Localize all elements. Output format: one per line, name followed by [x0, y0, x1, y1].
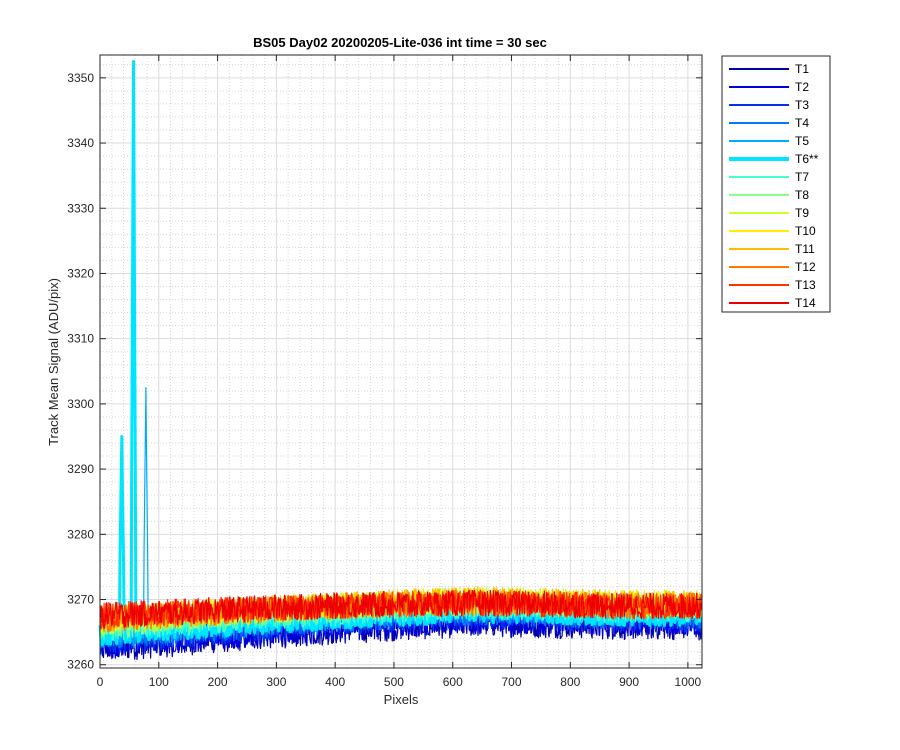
- y-tick-label: 3350: [67, 71, 94, 85]
- y-tick-label: 3260: [67, 658, 94, 672]
- major-grid: [99, 55, 702, 668]
- legend-label: T6**: [795, 152, 819, 166]
- y-tick-label: 3270: [67, 593, 94, 607]
- legend-label: T7: [795, 170, 809, 184]
- legend-label: T12: [795, 260, 816, 274]
- legend-label: T5: [795, 134, 809, 148]
- legend-entry-T14: T14: [729, 296, 816, 310]
- x-tick-label: 800: [560, 675, 580, 689]
- legend-label: T9: [795, 206, 809, 220]
- legend-entry-T2: T2: [729, 80, 809, 94]
- plot-frame: [99, 54, 703, 669]
- legend-box: [721, 55, 831, 313]
- y-tick-label: 3340: [67, 136, 94, 150]
- legend-entry-T9: T9: [729, 206, 809, 220]
- y-tick-label: 3330: [67, 201, 94, 215]
- legend-entry-T8: T8: [729, 188, 809, 202]
- x-tick-label: 900: [619, 675, 639, 689]
- legend-entry-T13: T13: [729, 278, 816, 292]
- x-tick-label: 200: [208, 675, 228, 689]
- x-tick-label: 300: [266, 675, 286, 689]
- legend-entry-T6: T6**: [729, 152, 819, 166]
- legend-label: T1: [795, 62, 809, 76]
- legend-label: T14: [795, 296, 816, 310]
- axis-ticks: 0 100 200 300 400 500 600 700 800 900 1000 3260 3270…: [67, 55, 702, 689]
- legend: T1 T2 T3 T4 T5 T6** T7 T8 T9 T10 T11 T12 T13 T14: [721, 55, 831, 313]
- legend-entry-T11: T11: [729, 242, 815, 256]
- legend-entry-T10: T10: [729, 224, 816, 238]
- y-axis-label: Track Mean Signal (ADU/pix): [46, 278, 61, 446]
- legend-label: T3: [795, 98, 809, 112]
- legend-entry-T7: T7: [729, 170, 809, 184]
- y-tick-label: 3280: [67, 527, 94, 541]
- legend-label: T13: [795, 278, 816, 292]
- legend-label: T10: [795, 224, 816, 238]
- plot-area: [100, 55, 702, 668]
- legend-entry-T12: T12: [729, 260, 816, 274]
- legend-entry-T3: T3: [729, 98, 809, 112]
- x-tick-label: 600: [443, 675, 463, 689]
- x-tick-label: 100: [149, 675, 169, 689]
- legend-entry-T4: T4: [729, 116, 809, 130]
- x-tick-label: 500: [384, 675, 404, 689]
- series-line-T14: [99, 589, 702, 629]
- y-tick-label: 3320: [67, 266, 94, 280]
- legend-label: T2: [795, 80, 809, 94]
- chart-title: BS05 Day02 20200205-Lite-036 int time = …: [253, 35, 547, 50]
- x-tick-label: 400: [325, 675, 345, 689]
- legend-label: T4: [795, 116, 809, 130]
- series-lines: [98, 60, 703, 661]
- minor-grid: [100, 55, 702, 668]
- x-tick-label: 1000: [675, 675, 702, 689]
- x-tick-label: 0: [97, 675, 104, 689]
- x-tick-label: 700: [502, 675, 522, 689]
- x-axis-label: Pixels: [384, 692, 419, 707]
- legend-label: T8: [795, 188, 809, 202]
- y-tick-label: 3310: [67, 332, 94, 346]
- legend-entry-T1: T1: [729, 62, 809, 76]
- legend-entry-T5: T5: [729, 134, 809, 148]
- legend-label: T11: [795, 242, 815, 256]
- y-tick-label: 3290: [67, 462, 94, 476]
- y-tick-label: 3300: [67, 397, 94, 411]
